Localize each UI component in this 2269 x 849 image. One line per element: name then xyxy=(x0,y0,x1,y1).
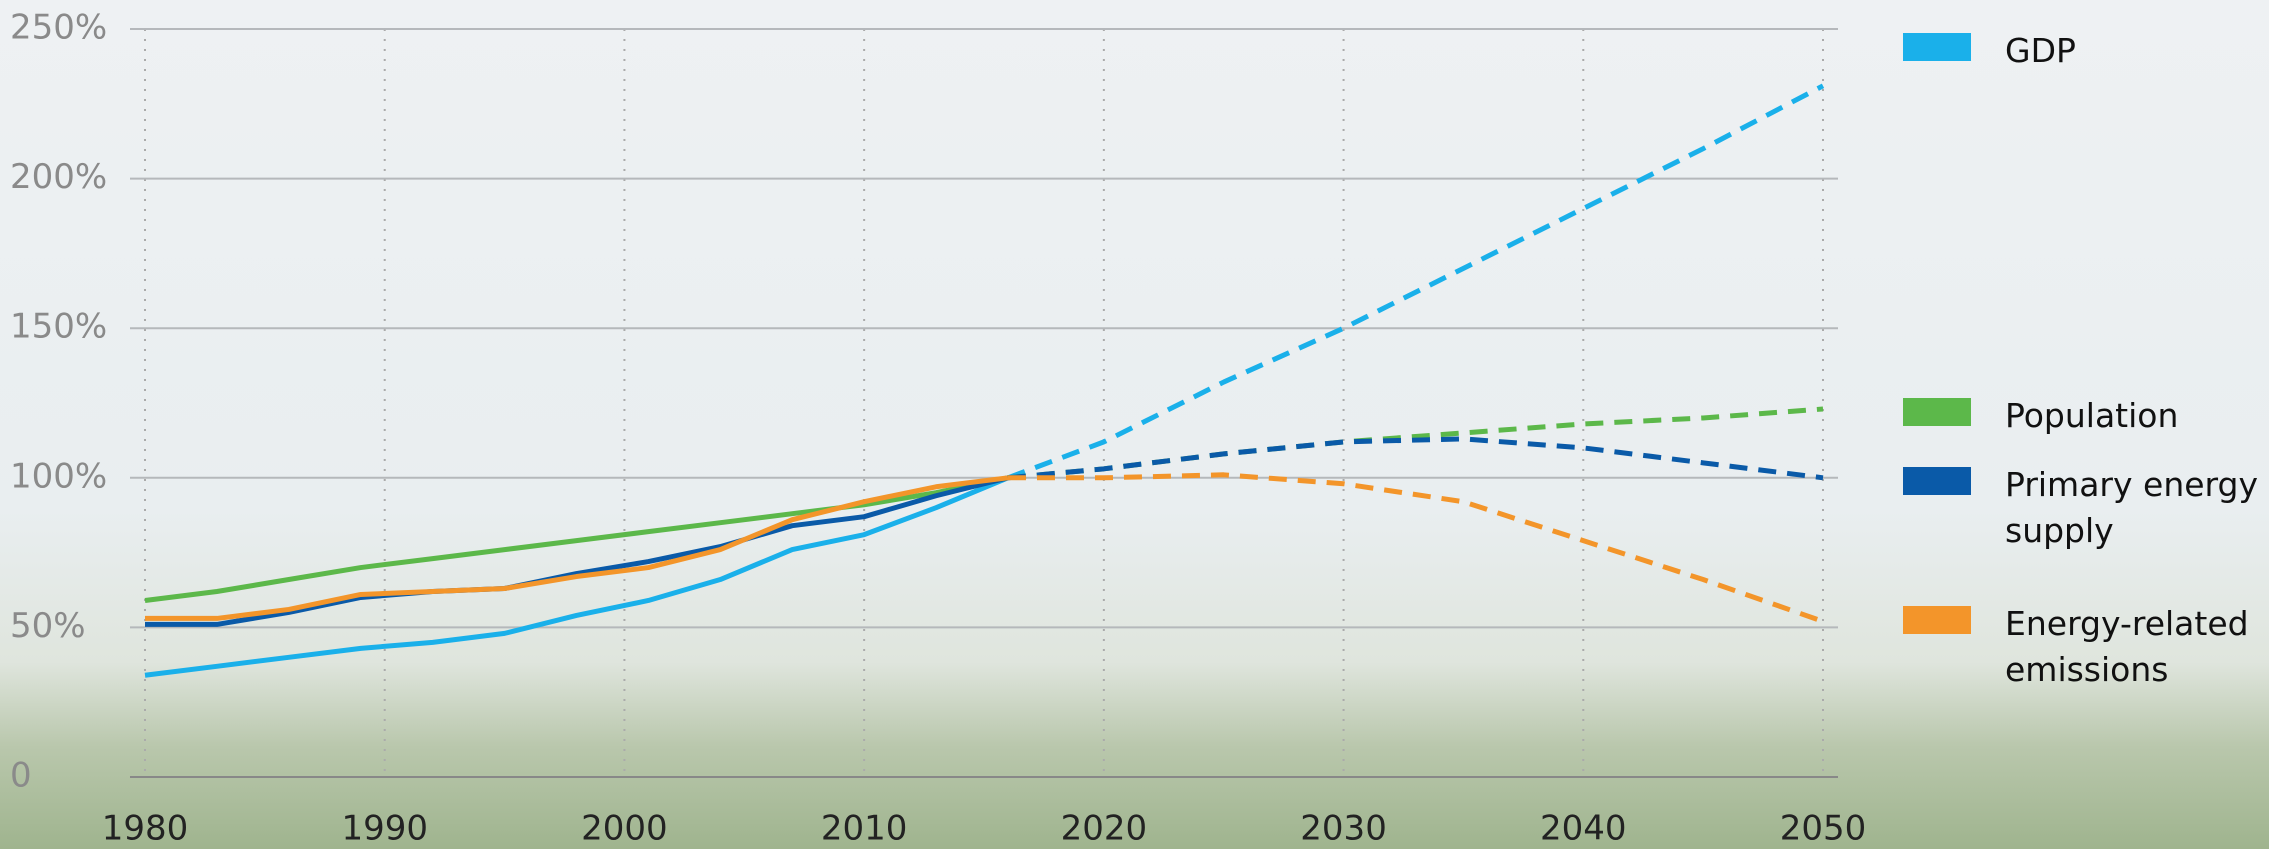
legend-label: GDP xyxy=(2005,31,2076,70)
x-tick-label: 1980 xyxy=(102,809,189,849)
x-tick-label: 1990 xyxy=(341,809,428,849)
x-tick-label: 2030 xyxy=(1300,809,1387,849)
legend-label: Energy-related emissions xyxy=(2005,604,2249,689)
projection-line xyxy=(1007,436,1824,481)
legend-swatch xyxy=(1903,467,1971,495)
y-tick-label: 150% xyxy=(10,307,107,347)
y-tick-label: 100% xyxy=(10,456,107,496)
x-tick-label: 2010 xyxy=(821,809,908,849)
x-tick-label: 2000 xyxy=(581,809,668,849)
legend-label: Primary energy supply xyxy=(2005,465,2258,550)
line xyxy=(145,475,1009,621)
projection-line xyxy=(1007,472,1824,624)
y-tick-label: 250% xyxy=(10,8,107,48)
legend-label: Population xyxy=(2005,396,2179,435)
projection-line xyxy=(1007,83,1825,481)
y-tick-label: 50% xyxy=(10,606,86,646)
line xyxy=(144,475,1009,678)
x-tick-label: 2050 xyxy=(1780,809,1867,849)
line xyxy=(144,475,1009,603)
line xyxy=(145,475,1009,627)
y-tick-label: 0 xyxy=(10,756,32,796)
legend-swatch xyxy=(1903,398,1971,426)
x-tick-label: 2040 xyxy=(1540,809,1627,849)
legend-swatch xyxy=(1903,33,1971,61)
x-tick-label: 2020 xyxy=(1061,809,1148,849)
legend-swatch xyxy=(1903,606,1971,634)
y-tick-label: 200% xyxy=(10,157,107,197)
